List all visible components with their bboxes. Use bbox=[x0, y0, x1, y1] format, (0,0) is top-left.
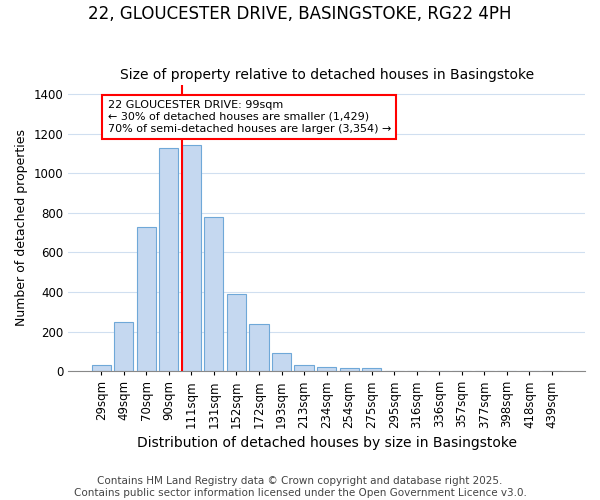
X-axis label: Distribution of detached houses by size in Basingstoke: Distribution of detached houses by size … bbox=[137, 436, 517, 450]
Bar bbox=[250, 324, 269, 371]
Text: 22 GLOUCESTER DRIVE: 99sqm
← 30% of detached houses are smaller (1,429)
70% of s: 22 GLOUCESTER DRIVE: 99sqm ← 30% of deta… bbox=[107, 100, 391, 134]
Bar bbox=[137, 227, 156, 371]
Bar bbox=[317, 367, 336, 371]
Bar bbox=[362, 368, 381, 371]
Text: 22, GLOUCESTER DRIVE, BASINGSTOKE, RG22 4PH: 22, GLOUCESTER DRIVE, BASINGSTOKE, RG22 … bbox=[88, 5, 512, 23]
Bar bbox=[272, 353, 291, 371]
Title: Size of property relative to detached houses in Basingstoke: Size of property relative to detached ho… bbox=[119, 68, 533, 82]
Bar bbox=[227, 294, 246, 371]
Bar bbox=[159, 148, 178, 371]
Bar bbox=[295, 365, 314, 371]
Text: Contains HM Land Registry data © Crown copyright and database right 2025.
Contai: Contains HM Land Registry data © Crown c… bbox=[74, 476, 526, 498]
Y-axis label: Number of detached properties: Number of detached properties bbox=[15, 130, 28, 326]
Bar bbox=[182, 145, 201, 371]
Bar bbox=[114, 322, 133, 371]
Bar bbox=[340, 368, 359, 371]
Bar bbox=[92, 365, 111, 371]
Bar bbox=[205, 217, 223, 371]
